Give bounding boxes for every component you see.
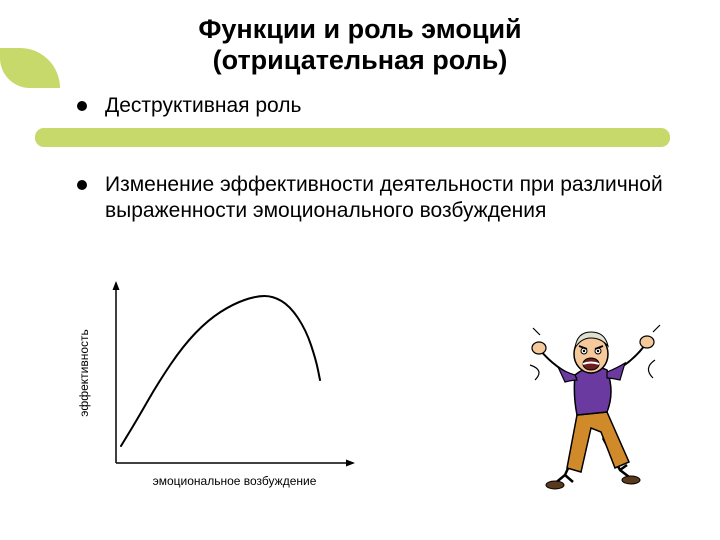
bullet-dot	[77, 180, 87, 190]
illustration-svg	[525, 320, 675, 490]
title-line-2: (отрицательная роль)	[0, 45, 720, 76]
bullet-2: Изменение эффективности деятельности при…	[77, 172, 665, 225]
yerkes-dodson-chart: эффективность эмоциональное возбуждение	[68, 268, 368, 498]
svg-text:эмоциональное возбуждение: эмоциональное возбуждение	[153, 474, 317, 488]
bullet-2-text: Изменение эффективности деятельности при…	[105, 172, 665, 225]
divider-bar	[35, 128, 670, 146]
bullet-1: Деструктивная роль	[77, 93, 301, 119]
chart-svg: эффективность эмоциональное возбуждение	[68, 268, 368, 498]
svg-text:эффективность: эффективность	[77, 329, 91, 417]
angry-person-illustration	[525, 320, 675, 490]
bullet-dot	[77, 101, 87, 111]
title-line-1: Функции и роль эмоций	[0, 14, 720, 45]
bullet-1-text: Деструктивная роль	[105, 93, 301, 119]
